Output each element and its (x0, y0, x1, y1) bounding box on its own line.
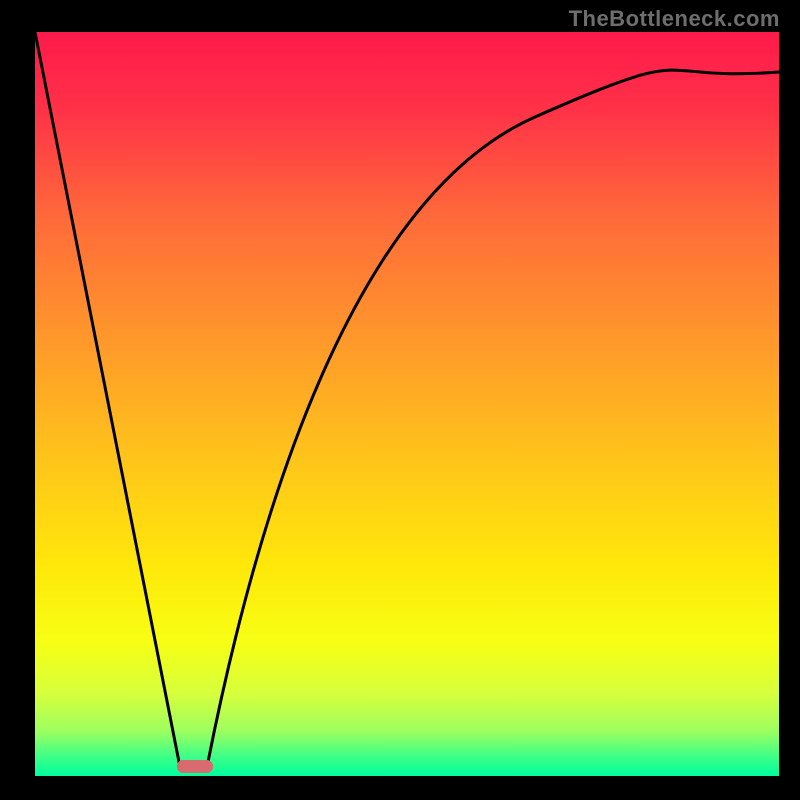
bottleneck-marker (177, 760, 213, 773)
watermark-text: TheBottleneck.com (569, 6, 780, 32)
plot-area (35, 32, 779, 776)
bottleneck-curve (35, 32, 779, 776)
